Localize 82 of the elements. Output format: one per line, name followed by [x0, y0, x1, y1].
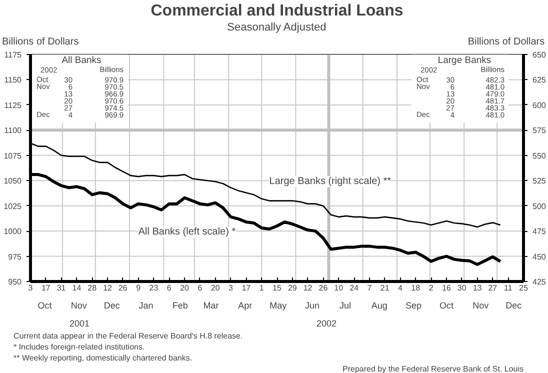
x-tick-label: 13	[472, 284, 482, 292]
y-tick-label: 1150	[4, 76, 22, 85]
x-tick-label: 12	[303, 284, 313, 292]
x-tick-label: 21	[380, 284, 390, 292]
x-tick-label: 20	[210, 284, 220, 292]
x-tick-label: 11	[504, 284, 513, 292]
text: Oct	[38, 300, 52, 310]
text: Jul	[339, 300, 351, 310]
x-tick-label: 25	[519, 284, 528, 292]
x-tick-label: 28	[88, 284, 98, 292]
y2-tick-label: 500	[532, 202, 546, 211]
text: Prepared by the Federal Reserve Bank of St. Louis	[342, 364, 524, 373]
x-tick-label: 3	[28, 284, 34, 292]
chart-title: Commercial and Industrial Loans	[150, 2, 404, 20]
x-tick-label: 26	[118, 284, 128, 292]
annotation: All Banks	[62, 55, 102, 66]
text: Jun	[304, 300, 320, 310]
y-tick-label: 1175	[4, 50, 22, 60]
series-label: Large Banks (right scale) **	[269, 176, 392, 188]
text: Current data appear in the Federal Reserve Board's H.8 release.	[14, 332, 243, 340]
chart-subtitle: Seasonally Adjusted	[227, 22, 326, 34]
y2-tick-label: 525	[532, 176, 546, 186]
y2-tick-label: 550	[532, 151, 546, 160]
text: Nov	[70, 300, 88, 310]
y2-tick-label: 625	[532, 76, 546, 85]
x-tick-label: 6	[166, 284, 172, 292]
y2-tick-label: 575	[532, 126, 546, 136]
x-tick-label: 30	[457, 284, 467, 292]
x-tick-label: 18	[411, 284, 421, 292]
text: Nov	[472, 300, 490, 310]
y2-tick-label: 475	[532, 227, 546, 236]
y2-tick-label: 450	[532, 252, 546, 262]
annotation: Large Banks	[438, 55, 492, 66]
y2-tick-label: 425	[532, 278, 546, 286]
y-tick-label: 1000	[4, 227, 22, 236]
x-tick-label: 17	[41, 284, 51, 292]
y-tick-label: 1025	[4, 202, 22, 211]
y-tick-label: 1125	[4, 100, 22, 110]
x-tick-label: 6	[198, 284, 203, 292]
x-tick-label: 4	[398, 284, 404, 292]
x-tick-label: 2	[428, 284, 434, 292]
y-tick-label: 1075	[4, 151, 22, 160]
x-tick-label: 12	[103, 284, 113, 292]
text: Sep	[405, 300, 422, 310]
y2-axis-title: Billions of Dollars	[468, 36, 545, 48]
y-tick-label: 950	[8, 278, 22, 286]
x-tick-label: 9	[136, 284, 142, 292]
text: Dec	[506, 300, 522, 310]
text: Feb	[172, 300, 188, 310]
y-tick-label: 975	[8, 252, 22, 262]
x-tick-label: 7	[367, 284, 372, 292]
x-tick-label: 3	[228, 284, 234, 292]
text: Apr	[238, 300, 252, 310]
text: Dec	[104, 300, 120, 310]
x-tick-label: 31	[56, 284, 66, 292]
x-tick-label: 17	[242, 284, 252, 292]
y-tick-label: 1100	[4, 126, 22, 136]
x-tick-label: 10	[334, 284, 344, 292]
y2-tick-label: 650	[532, 50, 546, 60]
text: May	[270, 300, 288, 310]
x-tick-label: 23	[149, 284, 159, 292]
text: Oct	[439, 300, 454, 310]
series-label: All Banks (left scale) *	[138, 226, 236, 238]
y2-tick-label: 600	[532, 100, 546, 110]
x-tick-label: 27	[488, 284, 498, 292]
y-tick-label: 1050	[4, 176, 22, 186]
x-tick-label: 14	[72, 284, 82, 292]
text: 2001	[69, 318, 90, 328]
x-tick-label: 20	[180, 284, 190, 292]
text: Mar	[203, 300, 219, 310]
x-tick-label: 15	[272, 284, 282, 292]
x-tick-label: 16	[442, 284, 452, 292]
x-tick-label: 29	[288, 284, 298, 292]
y-axis-title: Billions of Dollars	[2, 36, 79, 48]
text: * Includes foreign-related institutions.	[14, 342, 145, 352]
x-tick-label: 1	[259, 284, 264, 292]
text: 2002	[316, 318, 337, 328]
x-tick-label: 26	[318, 284, 328, 292]
x-tick-label: 24	[350, 284, 360, 292]
text: Jan	[138, 300, 154, 310]
text: Aug	[371, 300, 388, 310]
text: ** Weekly reporting, domestically chartered banks.	[14, 354, 192, 362]
